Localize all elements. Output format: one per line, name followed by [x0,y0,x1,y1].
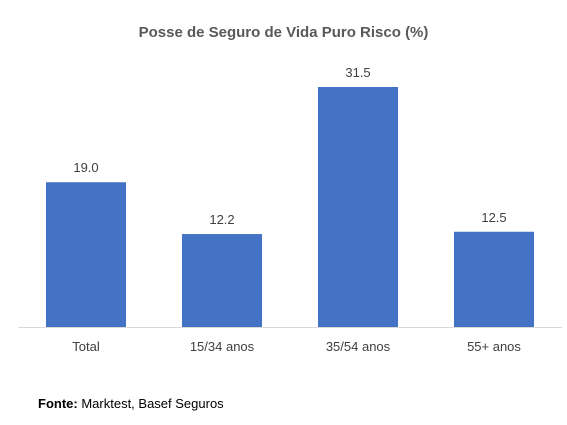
data-label-1: 12.2 [209,212,234,227]
data-label-2: 31.5 [345,65,370,80]
source-text: Marktest, Basef Seguros [81,396,224,411]
category-label-0: Total [72,339,100,354]
bars-group: 19.0 Total 12.2 15/34 anos 31.5 35/54 anos 12.… [46,65,534,354]
chart-title: Posse de Seguro de Vida Puro Risco (%) [139,24,429,41]
bar-3 [454,231,534,327]
category-label-2: 35/54 anos [326,339,391,354]
bar-chart: Posse de Seguro de Vida Puro Risco (%) 1… [18,24,562,354]
bar-1 [182,234,262,327]
data-label-3: 12.5 [481,210,506,225]
bar-2 [318,87,398,327]
bar-0 [46,182,126,327]
category-label-3: 55+ anos [467,339,521,354]
data-label-0: 19.0 [73,160,98,175]
source-label: Fonte: [38,396,78,411]
source-note: Fonte: Marktest, Basef Seguros [38,396,224,411]
category-label-1: 15/34 anos [190,339,255,354]
